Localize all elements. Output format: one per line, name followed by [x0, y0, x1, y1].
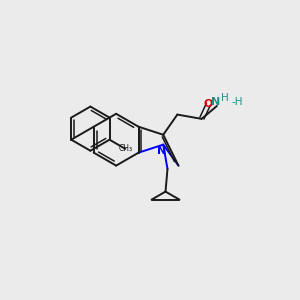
- Text: H: H: [221, 93, 229, 103]
- Text: O: O: [204, 99, 213, 109]
- Text: N: N: [157, 146, 167, 156]
- Text: N: N: [211, 97, 220, 106]
- Text: CH₃: CH₃: [118, 144, 132, 153]
- Text: -H: -H: [232, 97, 243, 106]
